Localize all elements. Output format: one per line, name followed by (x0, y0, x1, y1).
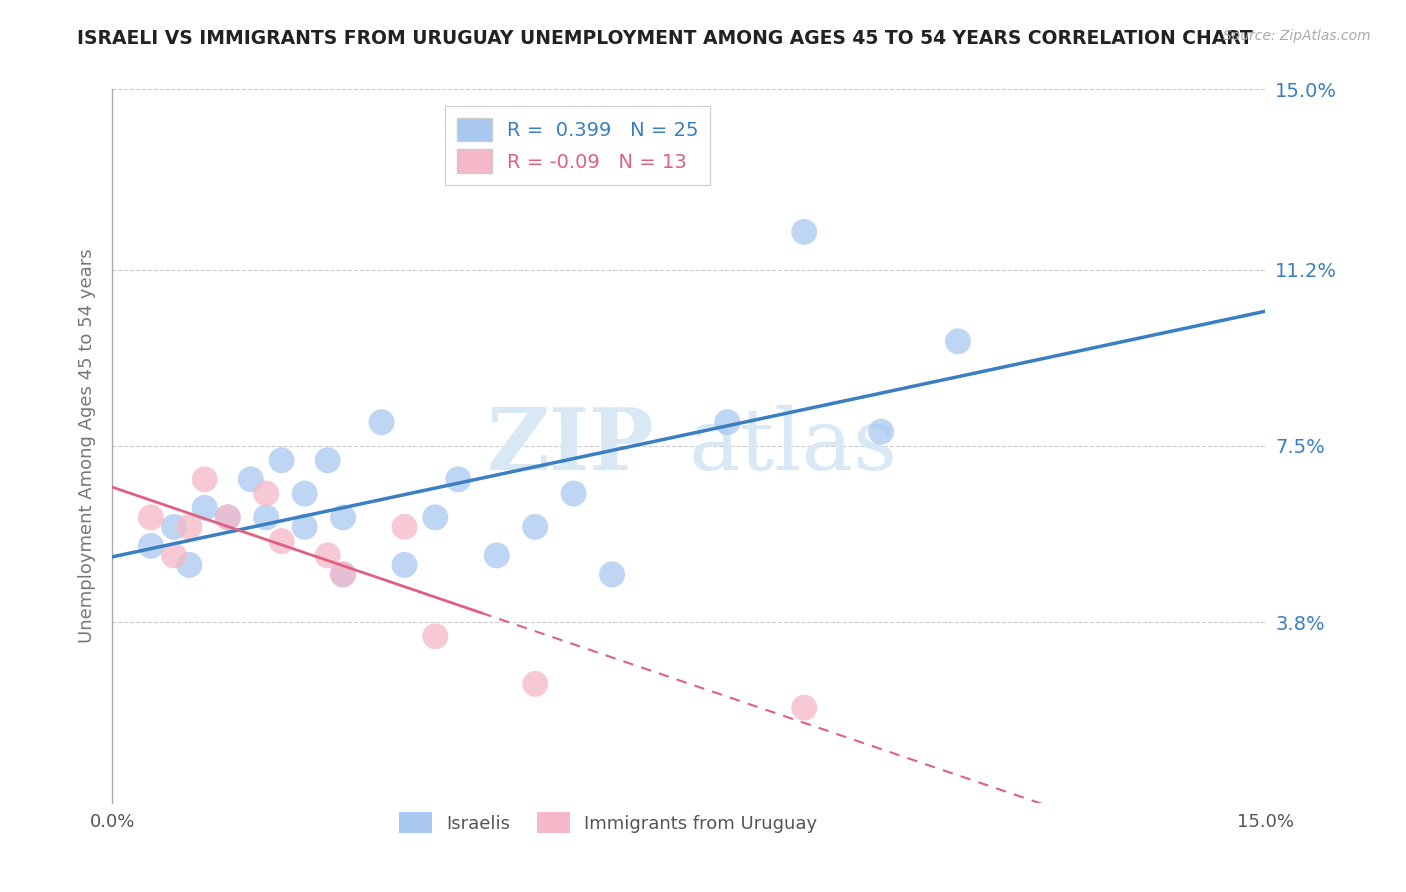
Point (394, 558, 416, 572)
Text: Source: ZipAtlas.com: Source: ZipAtlas.com (1223, 29, 1371, 43)
Text: atlas: atlas (689, 404, 898, 488)
Point (524, 677, 547, 691)
Point (370, 415, 392, 429)
Point (425, 510, 447, 524)
Point (600, 567, 623, 582)
Point (139, 510, 162, 524)
Point (270, 534, 292, 549)
Point (394, 520, 416, 534)
Point (793, 225, 815, 239)
Point (316, 549, 339, 563)
Point (332, 567, 354, 582)
Text: ISRAELI VS IMMIGRANTS FROM URUGUAY UNEMPLOYMENT AMONG AGES 45 TO 54 YEARS CORREL: ISRAELI VS IMMIGRANTS FROM URUGUAY UNEMP… (77, 29, 1253, 47)
Point (254, 510, 277, 524)
Point (217, 510, 239, 524)
Point (447, 472, 470, 486)
Point (294, 520, 316, 534)
Point (179, 558, 201, 572)
Point (254, 486, 277, 500)
Point (179, 520, 201, 534)
Point (294, 486, 316, 500)
Point (562, 486, 585, 500)
Point (870, 425, 893, 439)
Point (524, 520, 547, 534)
Point (316, 453, 339, 467)
Point (332, 510, 354, 524)
Legend: Israelis, Immigrants from Uruguay: Israelis, Immigrants from Uruguay (392, 805, 824, 840)
Point (270, 453, 292, 467)
Point (163, 520, 186, 534)
Point (239, 472, 262, 486)
Point (217, 510, 239, 524)
Point (194, 472, 217, 486)
Point (332, 567, 354, 582)
Point (793, 700, 815, 714)
Point (716, 415, 738, 429)
Text: ZIP: ZIP (486, 404, 654, 488)
Point (139, 539, 162, 553)
Y-axis label: Unemployment Among Ages 45 to 54 years: Unemployment Among Ages 45 to 54 years (77, 249, 96, 643)
Point (425, 629, 447, 643)
Point (194, 500, 217, 515)
Point (163, 549, 186, 563)
Point (485, 549, 508, 563)
Point (946, 334, 969, 349)
